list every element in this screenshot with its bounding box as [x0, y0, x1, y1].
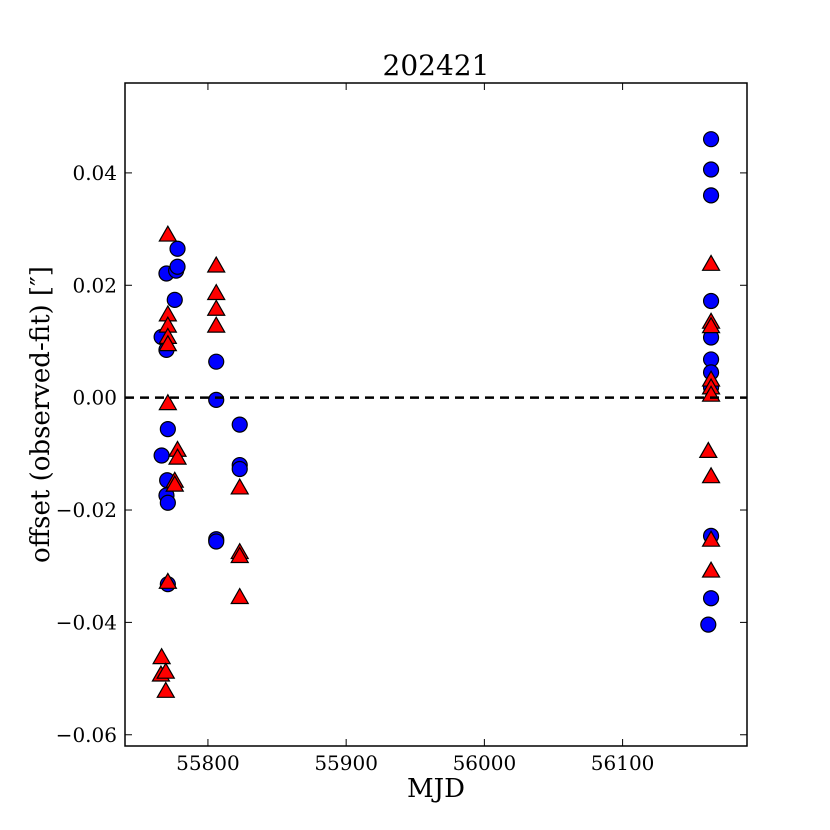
y-tick-label: −0.04 — [56, 610, 117, 634]
triangle-point — [701, 466, 721, 484]
circle-point — [169, 240, 186, 257]
circle-point — [169, 258, 186, 275]
triangle-point — [156, 662, 176, 679]
triangle-point — [165, 475, 185, 492]
triangle-point — [698, 441, 718, 458]
triangle-point — [701, 254, 721, 271]
triangle-point — [230, 587, 250, 605]
triangle-point — [230, 477, 250, 495]
y-axis-label: offset (observed-fit) [″] — [26, 266, 56, 563]
chart-title: 202421 — [383, 49, 490, 82]
triangle-point — [158, 224, 178, 242]
triangle-point — [152, 647, 172, 665]
circle-point — [208, 353, 225, 370]
x-tick-label: 55900 — [314, 751, 378, 775]
y-tick-label: −0.06 — [56, 723, 117, 747]
circle-point — [159, 494, 176, 511]
circle-point — [702, 292, 720, 310]
triangle-point — [156, 681, 176, 698]
y-tick-label: 0.00 — [72, 386, 117, 410]
triangle-point — [206, 299, 226, 316]
y-tick-label: 0.02 — [72, 273, 117, 297]
circle-point — [231, 416, 248, 433]
x-tick-label: 56100 — [591, 751, 655, 775]
triangle-point — [158, 393, 178, 411]
data-marks — [151, 131, 721, 698]
x-axis-label: MJD — [407, 774, 465, 804]
plot-frame — [124, 82, 748, 747]
y-tick-label: 0.04 — [72, 161, 117, 185]
triangle-point — [701, 530, 721, 547]
circle-point — [208, 391, 225, 408]
y-tick-label: −0.02 — [56, 498, 117, 522]
axis-ticks: 55800 55900 56000 56100 −0.06 −0.04 −0.02 0.00 0… — [56, 83, 747, 775]
circle-point — [700, 616, 717, 633]
circle-point — [159, 421, 176, 438]
triangle-point — [167, 448, 188, 465]
triangle-point — [230, 546, 250, 564]
circle-point — [702, 131, 720, 148]
circle-point — [702, 590, 720, 607]
circle-point — [208, 533, 225, 550]
triangle-point — [206, 283, 226, 301]
circle-point — [153, 447, 170, 464]
circle-point — [702, 187, 720, 204]
triangle-point — [158, 334, 178, 352]
x-tick-label: 56000 — [453, 751, 517, 775]
triangle-point — [701, 560, 721, 578]
triangle-point — [701, 316, 721, 334]
circle-point — [231, 460, 248, 478]
x-tick-label: 55800 — [176, 751, 240, 775]
circle-point — [702, 161, 720, 178]
triangle-point — [206, 255, 226, 273]
circle-point — [166, 291, 183, 308]
triangle-point — [158, 572, 178, 589]
triangle-point — [206, 316, 226, 333]
